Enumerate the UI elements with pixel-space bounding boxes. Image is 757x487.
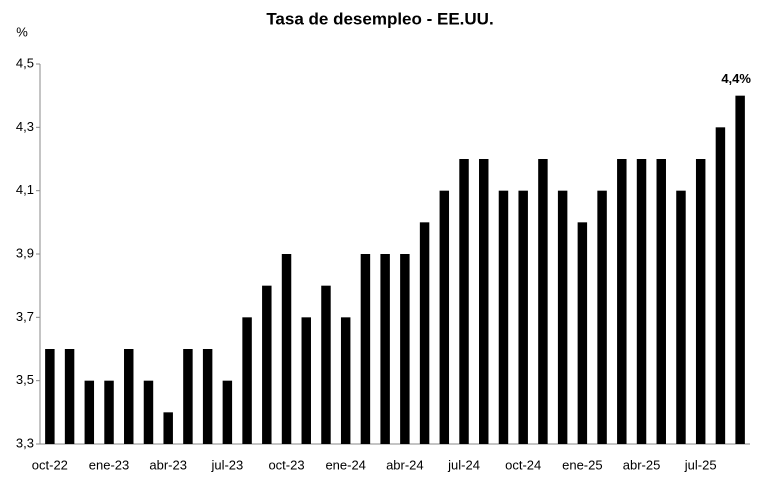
bar bbox=[380, 254, 390, 444]
x-tick-label: oct-23 bbox=[268, 457, 304, 472]
bar bbox=[695, 159, 706, 444]
bar bbox=[84, 380, 95, 444]
bar bbox=[459, 159, 469, 444]
x-tick-label: jul-23 bbox=[210, 457, 243, 472]
bar bbox=[183, 349, 193, 444]
y-tick-label: 3,9 bbox=[16, 245, 34, 260]
y-tick-label: 4,3 bbox=[16, 119, 34, 134]
bar bbox=[597, 190, 607, 444]
y-tick-label: 3,5 bbox=[16, 372, 34, 387]
bar bbox=[498, 190, 509, 444]
bar bbox=[340, 317, 351, 444]
y-tick-label: 3,7 bbox=[16, 309, 34, 324]
x-tick-label: abr-25 bbox=[623, 457, 661, 472]
bar bbox=[222, 380, 233, 444]
bar bbox=[617, 159, 627, 444]
bar bbox=[557, 190, 568, 444]
x-tick-label: ene-25 bbox=[562, 457, 602, 472]
bar bbox=[518, 190, 528, 444]
bar bbox=[400, 254, 410, 444]
bar bbox=[577, 222, 588, 444]
bar bbox=[715, 127, 726, 444]
y-tick-label: 4,5 bbox=[16, 55, 34, 70]
x-tick-label: oct-22 bbox=[32, 457, 68, 472]
bar bbox=[124, 349, 134, 444]
bar bbox=[439, 190, 450, 444]
bar bbox=[143, 380, 154, 444]
bar bbox=[636, 159, 647, 444]
x-tick-label: oct-24 bbox=[505, 457, 541, 472]
bar bbox=[45, 349, 55, 444]
bar bbox=[735, 95, 745, 445]
chart-title: Tasa de desempleo - EE.UU. bbox=[266, 9, 493, 28]
bar bbox=[262, 285, 272, 444]
bar bbox=[538, 159, 548, 444]
y-tick-label: 3,3 bbox=[16, 435, 34, 450]
bar bbox=[104, 380, 114, 444]
x-tick-label: jul-25 bbox=[684, 457, 717, 472]
bar bbox=[321, 285, 331, 444]
bar bbox=[360, 254, 371, 444]
bar bbox=[64, 349, 75, 444]
bar bbox=[281, 254, 292, 444]
bar bbox=[419, 222, 430, 444]
bar bbox=[676, 190, 686, 444]
bar bbox=[163, 412, 173, 444]
value-label: 4,4% bbox=[721, 71, 751, 86]
bar bbox=[202, 349, 213, 444]
x-tick-label: jul-24 bbox=[447, 457, 480, 472]
bar bbox=[242, 317, 252, 444]
x-tick-label: ene-23 bbox=[89, 457, 129, 472]
bar bbox=[656, 159, 666, 444]
x-tick-label: abr-23 bbox=[149, 457, 187, 472]
x-tick-label: ene-24 bbox=[325, 457, 365, 472]
bar bbox=[301, 317, 311, 444]
x-tick-label: abr-24 bbox=[386, 457, 424, 472]
bar bbox=[479, 159, 489, 444]
y-tick-label: 4,1 bbox=[16, 182, 34, 197]
y-axis-label: % bbox=[16, 24, 28, 39]
